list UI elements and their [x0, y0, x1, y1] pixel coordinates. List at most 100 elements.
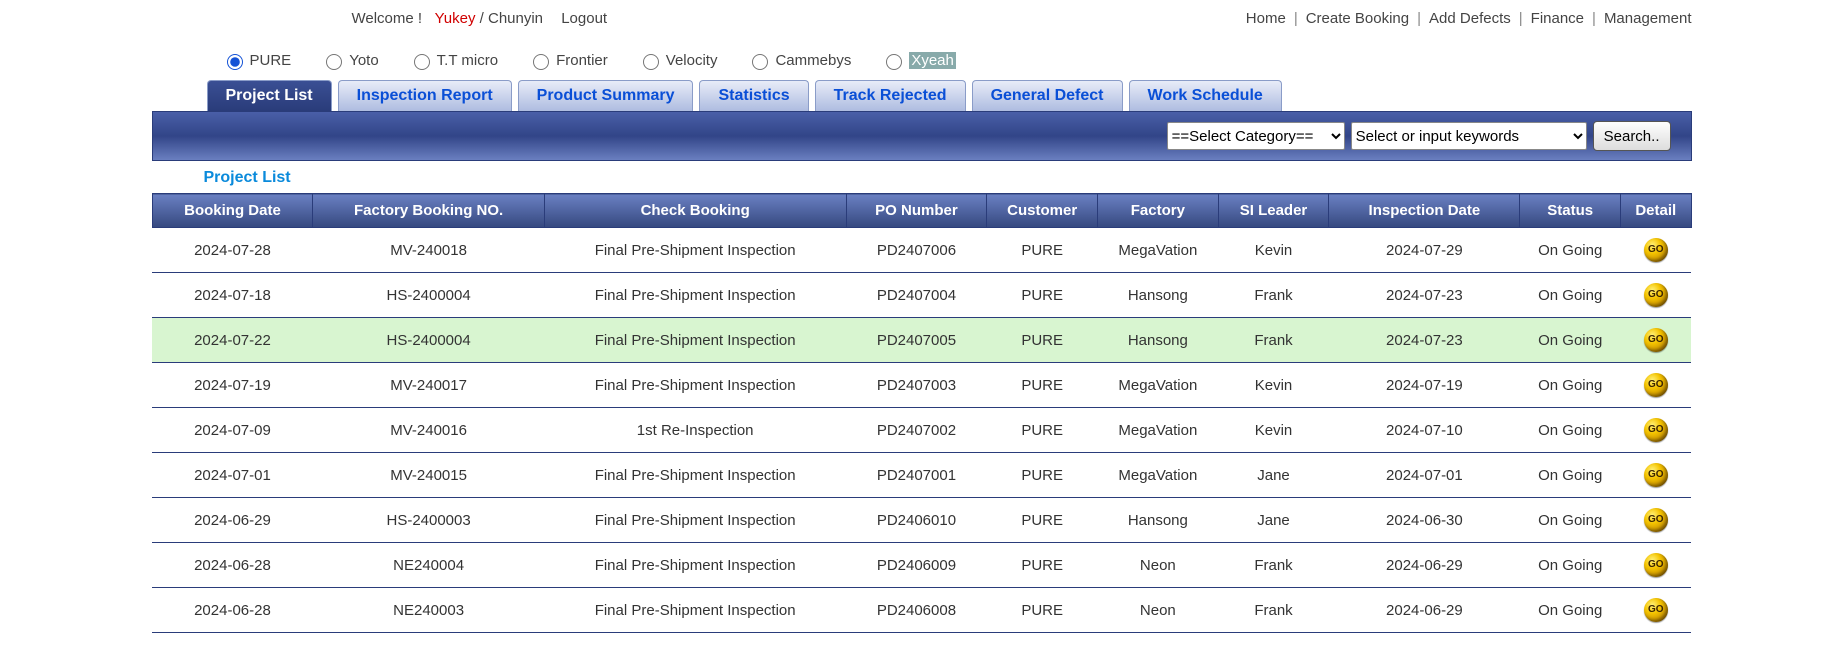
top-nav: Home|Create Booking|Add Defects|Finance|…	[1246, 10, 1692, 27]
radio-input[interactable]	[752, 54, 768, 70]
radio-input[interactable]	[414, 54, 430, 70]
go-button[interactable]: GO	[1644, 373, 1668, 397]
cell-si-leader: Frank	[1218, 318, 1329, 363]
cell-factory-booking-no: NE240003	[313, 588, 544, 633]
radio-cammebys[interactable]: Cammebys	[747, 51, 851, 70]
radio-velocity[interactable]: Velocity	[638, 51, 718, 70]
nav-link-finance[interactable]: Finance	[1531, 10, 1584, 27]
go-button[interactable]: GO	[1644, 238, 1668, 262]
radio-label: Frontier	[556, 52, 608, 69]
cell-status[interactable]: On Going	[1520, 363, 1621, 408]
nav-link-management[interactable]: Management	[1604, 10, 1692, 27]
tab-product-summary[interactable]: Product Summary	[518, 80, 694, 111]
table-row: 2024-06-28NE240003Final Pre-Shipment Ins…	[152, 588, 1691, 633]
nav-sep: |	[1519, 10, 1523, 27]
nav-link-add-defects[interactable]: Add Defects	[1429, 10, 1511, 27]
cell-check-booking: Final Pre-Shipment Inspection	[544, 318, 846, 363]
radio-yoto[interactable]: Yoto	[321, 51, 378, 70]
keyword-select[interactable]: Select or input keywords	[1351, 122, 1587, 150]
cell-inspection-date: 2024-06-30	[1329, 498, 1520, 543]
tab-track-rejected[interactable]: Track Rejected	[815, 80, 966, 111]
cell-customer: PURE	[987, 228, 1098, 273]
radio-input[interactable]	[227, 54, 243, 70]
cell-po-number: PD2406008	[846, 588, 987, 633]
go-button[interactable]: GO	[1644, 463, 1668, 487]
cell-status[interactable]: On Going	[1520, 498, 1621, 543]
col-si-leader: SI Leader	[1218, 194, 1329, 228]
radio-xyeah[interactable]: Xyeah	[881, 51, 956, 70]
radio-input[interactable]	[533, 54, 549, 70]
go-button[interactable]: GO	[1644, 553, 1668, 577]
nav-link-home[interactable]: Home	[1246, 10, 1286, 27]
category-select[interactable]: ==Select Category==	[1167, 122, 1345, 150]
cell-status[interactable]: On Going	[1520, 453, 1621, 498]
cell-booking-date: 2024-07-01	[152, 453, 313, 498]
cell-status[interactable]: On Going	[1520, 408, 1621, 453]
cell-booking-date: 2024-07-09	[152, 408, 313, 453]
cell-status[interactable]: On Going	[1520, 318, 1621, 363]
cell-factory-booking-no: HS-2400003	[313, 498, 544, 543]
cell-inspection-date: 2024-07-10	[1329, 408, 1520, 453]
cell-status[interactable]: On Going	[1520, 588, 1621, 633]
radio-label: PURE	[250, 52, 292, 69]
search-bar: ==Select Category== Select or input keyw…	[152, 111, 1692, 161]
radio-label: Velocity	[666, 52, 718, 69]
cell-detail: GO	[1621, 453, 1691, 498]
tab-work-schedule[interactable]: Work Schedule	[1129, 80, 1282, 111]
cell-po-number: PD2407001	[846, 453, 987, 498]
nav-link-create-booking[interactable]: Create Booking	[1306, 10, 1409, 27]
cell-detail: GO	[1621, 318, 1691, 363]
cell-po-number: PD2407002	[846, 408, 987, 453]
go-button[interactable]: GO	[1644, 328, 1668, 352]
project-table: Booking DateFactory Booking NO.Check Boo…	[152, 193, 1692, 633]
radio-pure[interactable]: PURE	[222, 51, 292, 70]
radio-input[interactable]	[886, 54, 902, 70]
radio-frontier[interactable]: Frontier	[528, 51, 608, 70]
go-button[interactable]: GO	[1644, 508, 1668, 532]
go-button[interactable]: GO	[1644, 283, 1668, 307]
search-button[interactable]: Search..	[1593, 121, 1671, 151]
cell-factory: Hansong	[1097, 318, 1218, 363]
tab-inspection-report[interactable]: Inspection Report	[338, 80, 512, 111]
cell-status[interactable]: On Going	[1520, 543, 1621, 588]
cell-status[interactable]: On Going	[1520, 273, 1621, 318]
tab-statistics[interactable]: Statistics	[699, 80, 808, 111]
table-header-row: Booking DateFactory Booking NO.Check Boo…	[152, 194, 1691, 228]
cell-detail: GO	[1621, 588, 1691, 633]
list-title: Project List	[152, 161, 1692, 193]
radio-t-t-micro[interactable]: T.T micro	[409, 51, 498, 70]
cell-po-number: PD2406009	[846, 543, 987, 588]
cell-factory: Hansong	[1097, 273, 1218, 318]
cell-customer: PURE	[987, 363, 1098, 408]
radio-input[interactable]	[326, 54, 342, 70]
nav-sep: |	[1417, 10, 1421, 27]
cell-customer: PURE	[987, 318, 1098, 363]
customer-radio-group: PURE Yoto T.T micro Frontier Velocity Cammeby…	[152, 47, 1692, 80]
nav-sep: |	[1294, 10, 1298, 27]
logout-link[interactable]: Logout	[561, 10, 607, 27]
cell-factory-booking-no: HS-2400004	[313, 318, 544, 363]
cell-inspection-date: 2024-07-23	[1329, 318, 1520, 363]
cell-inspection-date: 2024-06-29	[1329, 543, 1520, 588]
tab-general-defect[interactable]: General Defect	[972, 80, 1123, 111]
cell-si-leader: Kevin	[1218, 408, 1329, 453]
radio-label: Xyeah	[909, 52, 956, 69]
cell-si-leader: Frank	[1218, 543, 1329, 588]
table-row: 2024-07-22HS-2400004Final Pre-Shipment I…	[152, 318, 1691, 363]
table-row: 2024-07-09MV-2400161st Re-InspectionPD24…	[152, 408, 1691, 453]
go-button[interactable]: GO	[1644, 598, 1668, 622]
radio-input[interactable]	[643, 54, 659, 70]
cell-check-booking: Final Pre-Shipment Inspection	[544, 588, 846, 633]
col-factory-booking-no-: Factory Booking NO.	[313, 194, 544, 228]
go-button[interactable]: GO	[1644, 418, 1668, 442]
table-row: 2024-07-19MV-240017Final Pre-Shipment In…	[152, 363, 1691, 408]
tab-bar: Project ListInspection ReportProduct Sum…	[152, 80, 1692, 111]
col-factory: Factory	[1097, 194, 1218, 228]
tab-project-list[interactable]: Project List	[207, 80, 332, 111]
cell-customer: PURE	[987, 273, 1098, 318]
cell-status[interactable]: On Going	[1520, 228, 1621, 273]
cell-booking-date: 2024-07-19	[152, 363, 313, 408]
cell-inspection-date: 2024-06-29	[1329, 588, 1520, 633]
cell-detail: GO	[1621, 543, 1691, 588]
cell-detail: GO	[1621, 363, 1691, 408]
